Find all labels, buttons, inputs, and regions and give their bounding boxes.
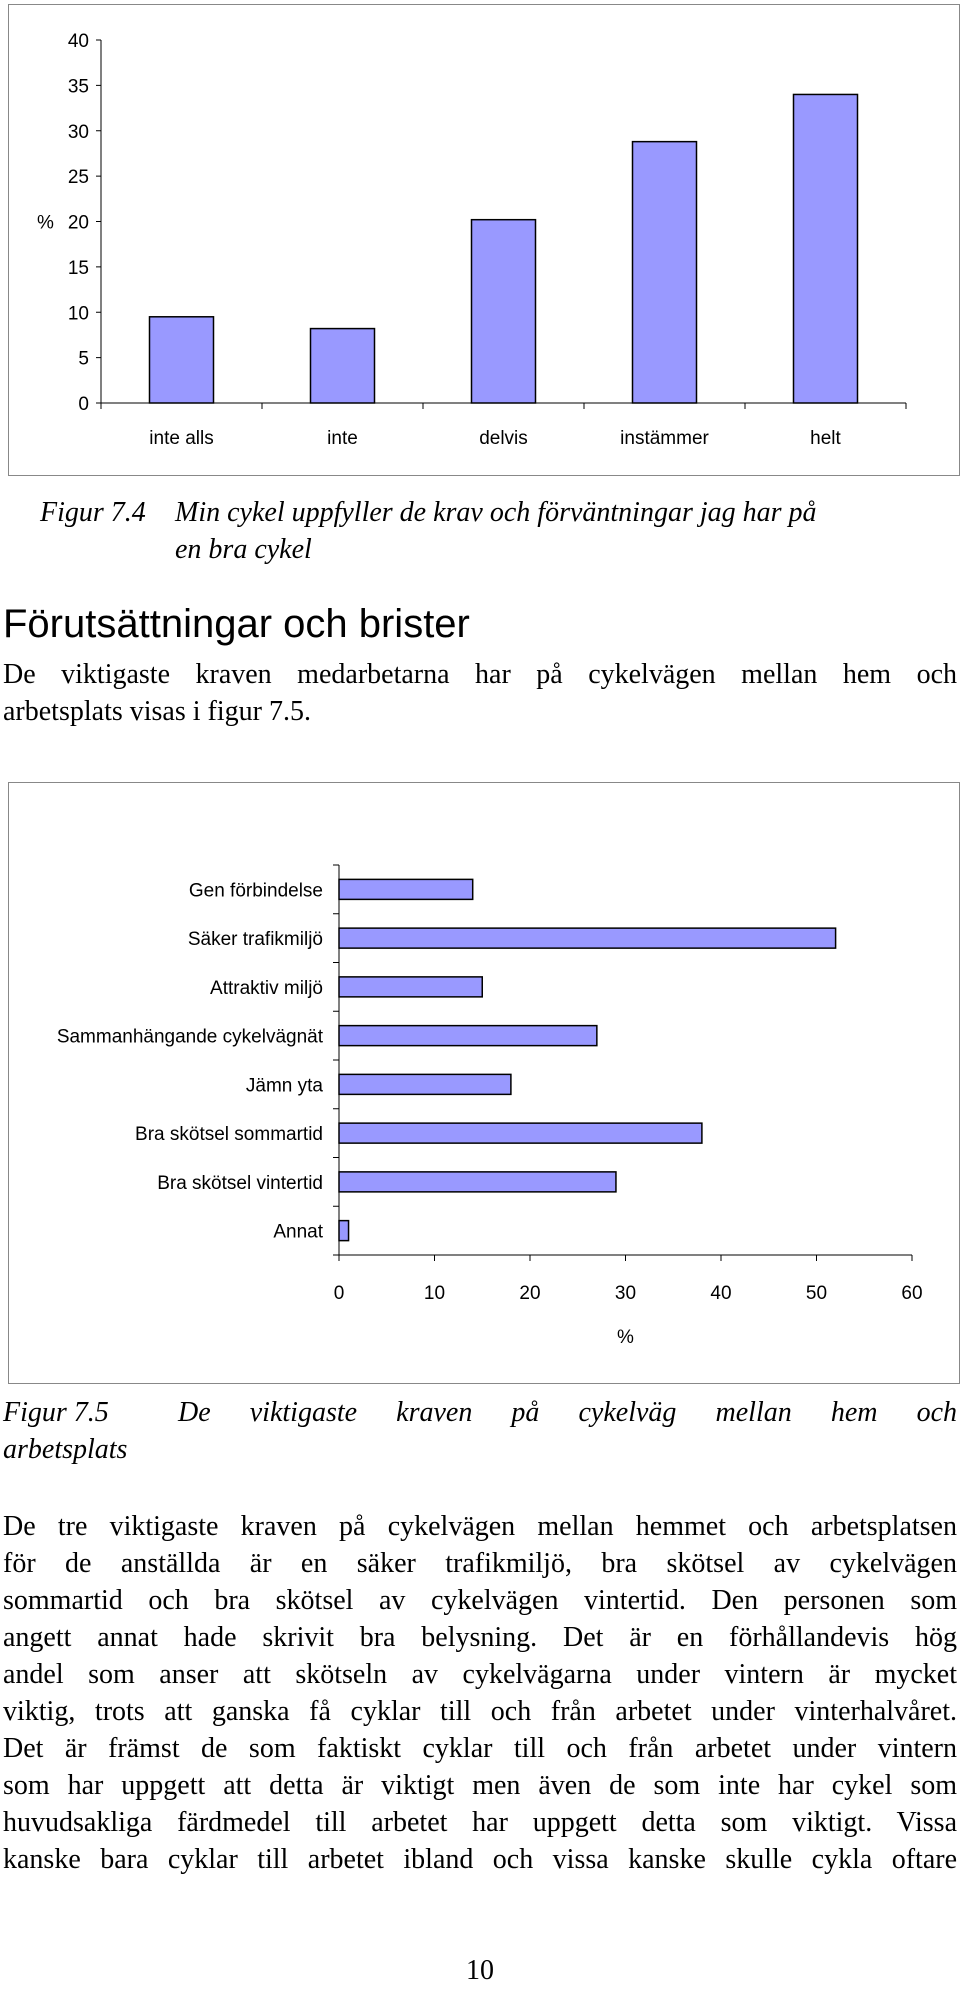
y-tick-label: 0	[78, 394, 89, 415]
x-tick-label: helt	[810, 428, 841, 449]
section-heading: Förutsättningar och brister	[3, 602, 470, 646]
y-tick-label: 25	[68, 167, 89, 188]
y-tick-label: 15	[68, 258, 89, 279]
text-line: arbetsplats visas i figur 7.5.	[3, 696, 311, 727]
figure-7-5-caption-line2: arbetsplats	[3, 1434, 128, 1465]
x-tick-label: inte alls	[149, 428, 213, 449]
category-label: Bra skötsel sommartid	[135, 1124, 323, 1145]
x-tick-label: 20	[519, 1283, 540, 1304]
figure-7-5-caption: De viktigaste kraven på cykelväg mellan …	[178, 1397, 957, 1428]
bar	[338, 1073, 512, 1096]
bar	[631, 140, 698, 404]
category-label: Jämn yta	[246, 1075, 324, 1096]
y-tick-label: 35	[68, 76, 89, 97]
category-label: Attraktiv miljö	[210, 978, 323, 999]
x-tick-label: 50	[806, 1283, 827, 1304]
category-label: Annat	[273, 1222, 323, 1243]
figure-7-4-caption-line: en bra cykel	[175, 534, 312, 565]
y-axis-label: %	[37, 213, 54, 234]
text-line: för de anställda är en säker trafikmiljö…	[3, 1548, 957, 1579]
figure-7-5-number: Figur 7.5	[3, 1397, 109, 1428]
text-line: angett annat hade skrivit bra belysning.…	[3, 1622, 957, 1653]
figure-7-4-number: Figur 7.4	[40, 497, 146, 528]
text-line: viktig, trots att ganska få cyklar till …	[3, 1696, 957, 1727]
bar	[309, 327, 376, 404]
x-tick-label: delvis	[479, 428, 528, 449]
bar	[792, 93, 859, 404]
x-tick-label: instämmer	[620, 428, 709, 449]
bar	[338, 1219, 350, 1242]
text-line: sommartid och bra skötsel av cykelvägen …	[3, 1585, 957, 1616]
bar	[338, 1122, 703, 1144]
figure-7-4-caption: Min cykel uppfyller de krav och förväntn…	[175, 494, 955, 568]
text-line: De viktigaste kraven medarbetarna har på…	[3, 659, 957, 690]
x-tick-label: 0	[334, 1283, 345, 1304]
text-line: andel som anser att skötseln av cykelväg…	[3, 1659, 957, 1690]
bar	[470, 218, 537, 404]
y-tick-label: 30	[68, 122, 89, 143]
x-tick-label: 30	[615, 1283, 636, 1304]
category-label: Gen förbindelse	[189, 880, 323, 901]
y-tick-label: 5	[78, 349, 89, 370]
y-tick-label: 20	[68, 213, 89, 234]
text-line: kanske bara cyklar till arbetet ibland o…	[3, 1844, 957, 1875]
bar	[338, 1171, 617, 1193]
chart-frame-2: 0 10 20 30 40 50 60% Gen förbindelse Säker trafi…	[8, 782, 960, 1384]
bar	[338, 1024, 598, 1047]
chart-likert: 0 5 10 15 20 25 30 35 40% inte alls inte delvis inst…	[37, 31, 907, 449]
category-label: Bra skötsel vintertid	[157, 1173, 323, 1194]
x-tick-label: 60	[901, 1283, 922, 1304]
intro-paragraph: De viktigaste kraven medarbetarna har på…	[3, 656, 957, 730]
bar	[338, 878, 474, 901]
y-tick-label: 10	[68, 303, 89, 324]
figure-7-4-caption-line: Min cykel uppfyller de krav och förväntn…	[175, 497, 817, 528]
body-paragraph: De tre viktigaste kraven på cykelvägen m…	[3, 1508, 957, 1878]
chart-frame-1: 0 5 10 15 20 25 30 35 40% inte alls inte delvis inst…	[8, 4, 960, 476]
text-line: Det är främst de som faktiskt cyklar til…	[3, 1733, 957, 1764]
y-tick-label: 40	[68, 31, 89, 52]
x-tick-label: inte	[327, 428, 358, 449]
x-axis-label: %	[617, 1327, 634, 1348]
x-tick-label: 40	[710, 1283, 731, 1304]
bar	[338, 976, 483, 998]
category-label: Sammanhängande cykelvägnät	[57, 1027, 324, 1048]
bar	[338, 927, 837, 949]
page-number: 10	[466, 1955, 494, 1986]
text-line: som har uppgett att detta är viktigt men…	[3, 1770, 957, 1801]
text-line: huvudsakliga färdmedel till arbetet har …	[3, 1807, 957, 1838]
bar	[148, 316, 215, 404]
chart-requirements: 0 10 20 30 40 50 60% Gen förbindelse Säker trafi…	[57, 864, 923, 1348]
text-line: De tre viktigaste kraven på cykelvägen m…	[3, 1511, 957, 1542]
category-label: Säker trafikmiljö	[188, 929, 323, 950]
x-tick-label: 10	[424, 1283, 445, 1304]
